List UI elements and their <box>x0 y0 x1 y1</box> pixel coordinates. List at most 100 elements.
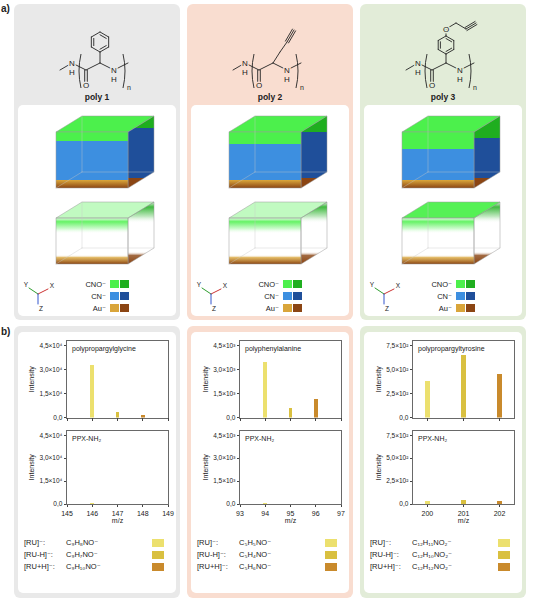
svg-text:N: N <box>111 66 117 75</box>
svg-text:O: O <box>83 81 89 90</box>
svg-text:O: O <box>429 81 435 90</box>
svg-text:Intensity: Intensity <box>375 366 383 393</box>
svg-text:0,0: 0,0 <box>226 414 235 421</box>
svg-text:PPX-NH₂: PPX-NH₂ <box>245 435 274 442</box>
svg-text:Intensity: Intensity <box>28 366 36 393</box>
svg-text:148: 148 <box>137 510 149 517</box>
svg-text:3,0×10⁴: 3,0×10⁴ <box>40 454 63 461</box>
svg-text:Intensity: Intensity <box>202 366 210 393</box>
svg-text:H: H <box>284 75 290 84</box>
svg-text:3,0×10³: 3,0×10³ <box>213 366 236 373</box>
svg-text:96: 96 <box>312 510 320 517</box>
svg-text:O: O <box>256 81 262 90</box>
svg-text:Intensity: Intensity <box>28 454 36 481</box>
svg-text:5,0×10²: 5,0×10² <box>386 454 409 461</box>
html-text:[RU+H]⁻:: [RU+H]⁻: <box>24 562 55 571</box>
svg-text:poly 1: poly 1 <box>85 92 110 102</box>
svg-text:201: 201 <box>458 510 470 517</box>
svg-text:X: X <box>223 282 228 289</box>
svg-text:0,0: 0,0 <box>399 414 408 421</box>
svg-text:3,0×10³: 3,0×10³ <box>213 454 236 461</box>
svg-text:H: H <box>242 68 248 77</box>
svg-text:146: 146 <box>86 510 98 517</box>
svg-text:PPX-NH₂: PPX-NH₂ <box>72 435 101 442</box>
svg-text:polyphenylalanine: polyphenylalanine <box>245 345 301 353</box>
svg-text:1,5×10⁴: 1,5×10⁴ <box>40 390 63 397</box>
svg-text:CNO⁻: CNO⁻ <box>431 280 452 289</box>
svg-text:5,0×10²: 5,0×10² <box>386 366 409 373</box>
svg-text:PPX-NH₂: PPX-NH₂ <box>418 435 447 442</box>
svg-text:94: 94 <box>261 510 269 517</box>
svg-text:1,5×10³: 1,5×10³ <box>213 390 236 397</box>
svg-text:CN⁻: CN⁻ <box>437 292 452 301</box>
svg-text:m/z: m/z <box>285 517 297 524</box>
svg-text:CNO⁻: CNO⁻ <box>258 280 279 289</box>
html-text:a): a) <box>1 3 10 14</box>
svg-text:93: 93 <box>236 510 244 517</box>
svg-text:202: 202 <box>494 510 506 517</box>
svg-text:145: 145 <box>61 510 73 517</box>
svg-text:X: X <box>50 282 55 289</box>
svg-text:1,5×10³: 1,5×10³ <box>213 477 236 484</box>
svg-text:H: H <box>415 68 421 77</box>
svg-text:0,0: 0,0 <box>226 500 235 507</box>
svg-text:Z: Z <box>212 305 216 312</box>
svg-text:Y: Y <box>24 281 29 288</box>
html-text:[RU-H]⁻:: [RU-H]⁻: <box>24 550 53 559</box>
svg-text:97: 97 <box>337 510 345 517</box>
svg-text:149: 149 <box>162 510 174 517</box>
html-text:C₉H₇NO⁻: C₉H₇NO⁻ <box>66 550 98 559</box>
svg-text:Au⁻: Au⁻ <box>266 304 279 313</box>
svg-text:Z: Z <box>385 305 389 312</box>
svg-text:1,5×10⁴: 1,5×10⁴ <box>40 477 63 484</box>
svg-text:4,5×10⁴: 4,5×10⁴ <box>40 432 63 439</box>
html-text:[RU]⁻:: [RU]⁻: <box>24 538 45 547</box>
svg-text:H: H <box>457 75 463 84</box>
svg-text:Intensity: Intensity <box>202 454 210 481</box>
svg-text:4,5×10³: 4,5×10³ <box>213 342 236 349</box>
svg-text:polypropargyltyrosine: polypropargyltyrosine <box>418 345 485 353</box>
svg-text:Au⁻: Au⁻ <box>93 304 106 313</box>
html-text:C₉H₈NO⁻: C₉H₈NO⁻ <box>66 538 99 547</box>
svg-text:n: n <box>300 84 304 91</box>
svg-text:0,0: 0,0 <box>53 500 62 507</box>
svg-text:Y: Y <box>197 281 202 288</box>
svg-text:m/z: m/z <box>112 517 124 524</box>
svg-text:0,0: 0,0 <box>399 500 408 507</box>
svg-text:N: N <box>284 66 290 75</box>
svg-text:polypropargylglycine: polypropargylglycine <box>72 345 136 353</box>
svg-text:H: H <box>111 75 117 84</box>
svg-text:m/z: m/z <box>458 517 470 524</box>
svg-text:H: H <box>69 68 75 77</box>
svg-text:4,5×10³: 4,5×10³ <box>213 432 236 439</box>
svg-text:3,0×10⁴: 3,0×10⁴ <box>40 366 63 373</box>
svg-text:2,5×10²: 2,5×10² <box>386 390 409 397</box>
svg-text:0,0: 0,0 <box>53 414 62 421</box>
svg-text:CN⁻: CN⁻ <box>91 292 106 301</box>
svg-text:O: O <box>443 25 449 34</box>
svg-text:CNO⁻: CNO⁻ <box>85 280 106 289</box>
html-text:C₉H₁₀NO⁻: C₉H₁₀NO⁻ <box>66 562 101 571</box>
svg-text:N: N <box>242 59 248 68</box>
svg-text:N: N <box>457 66 463 75</box>
svg-text:147: 147 <box>112 510 124 517</box>
svg-text:n: n <box>473 84 477 91</box>
svg-text:CN⁻: CN⁻ <box>264 292 279 301</box>
svg-text:4,5×10⁴: 4,5×10⁴ <box>40 342 63 349</box>
svg-text:95: 95 <box>287 510 295 517</box>
svg-text:X: X <box>396 282 401 289</box>
svg-text:N: N <box>69 59 75 68</box>
svg-text:Au⁻: Au⁻ <box>439 304 452 313</box>
svg-text:Z: Z <box>39 305 43 312</box>
svg-text:n: n <box>127 84 131 91</box>
svg-text:7,5×10²: 7,5×10² <box>386 342 409 349</box>
svg-text:Intensity: Intensity <box>375 454 383 481</box>
svg-text:2,5×10²: 2,5×10² <box>386 477 409 484</box>
svg-text:N: N <box>415 59 421 68</box>
svg-text:7,5×10²: 7,5×10² <box>386 432 409 439</box>
svg-text:poly 3: poly 3 <box>431 92 456 102</box>
html-text:b): b) <box>1 326 11 337</box>
svg-text:200: 200 <box>422 510 434 517</box>
svg-text:Y: Y <box>370 281 375 288</box>
svg-text:poly 2: poly 2 <box>258 92 283 102</box>
